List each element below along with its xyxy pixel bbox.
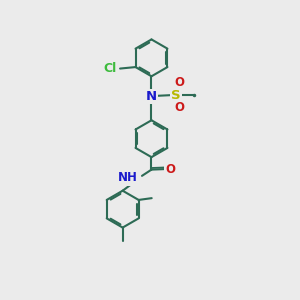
Text: O: O [174,76,184,89]
Text: Cl: Cl [103,62,116,75]
Text: S: S [171,88,181,101]
Text: O: O [165,163,175,176]
Text: N: N [146,90,157,103]
Text: O: O [174,101,184,114]
Text: NH: NH [118,171,138,184]
